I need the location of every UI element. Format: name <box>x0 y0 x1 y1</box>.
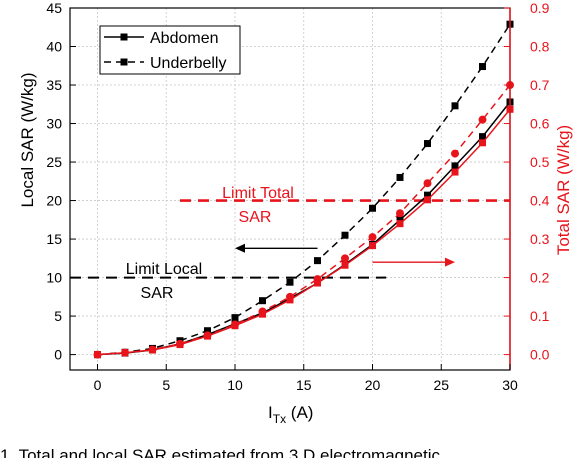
data-point <box>369 204 376 212</box>
data-point <box>479 133 486 141</box>
right-axis-arrow <box>372 257 455 267</box>
legend-label-underbelly: Underbelly <box>150 55 226 72</box>
y-left-tick-label: 5 <box>54 308 62 324</box>
data-point <box>203 331 212 340</box>
limit-total-sar-label-line1: Limit Total <box>222 185 294 202</box>
y-left-tick-label: 30 <box>46 116 62 132</box>
y-right-tick-label: 0.8 <box>530 39 550 55</box>
data-point <box>396 216 404 224</box>
data-point <box>451 149 459 158</box>
data-point <box>451 102 459 110</box>
y-right-tick-label: 0.1 <box>530 308 550 324</box>
data-point <box>341 261 349 269</box>
data-point <box>121 348 129 357</box>
arrow-head <box>235 243 245 253</box>
left-axis-ticks: 0 5 10 15 20 25 30 35 40 45 <box>46 0 76 363</box>
data-point <box>396 209 404 218</box>
y-left-tick-label: 40 <box>46 39 62 55</box>
right-axis-title: Total SAR (W/kg) <box>554 125 573 255</box>
y-left-tick-label: 25 <box>46 154 62 170</box>
data-point <box>423 179 432 188</box>
data-point <box>231 320 239 329</box>
y-left-tick-label: 10 <box>46 270 62 286</box>
data-point <box>314 257 321 265</box>
limit-local-sar-label-line2: SAR <box>141 285 174 302</box>
limit-total-sar-label-line2: SAR <box>239 209 272 226</box>
data-point <box>424 140 431 148</box>
data-point <box>258 307 267 316</box>
series-line <box>97 108 511 356</box>
data-point <box>93 350 102 359</box>
left-axis-title: Local SAR (W/kg) <box>18 72 37 207</box>
legend-marker-abdomen <box>120 33 128 41</box>
data-point <box>231 314 239 322</box>
data-point <box>451 162 459 170</box>
x-tick-label: 0 <box>94 377 102 393</box>
x-axis-title-sub: Tx <box>273 412 286 426</box>
y-right-tick-label: 0.0 <box>530 347 550 363</box>
direction-arrows <box>235 243 455 267</box>
x-tick-label: 10 <box>227 377 243 393</box>
x-axis-ticks: 0 5 10 15 20 25 30 <box>94 364 518 393</box>
data-point <box>341 231 349 239</box>
legend-label-abdomen: Abdomen <box>150 30 219 47</box>
y-right-tick-label: 0.4 <box>530 193 550 209</box>
data-point <box>396 173 404 181</box>
data-point <box>479 139 486 147</box>
data-point <box>259 297 266 305</box>
data-point <box>313 275 322 284</box>
y-left-tick-label: 15 <box>46 231 62 247</box>
x-tick-label: 25 <box>433 377 449 393</box>
legend-marker-underbelly <box>120 58 128 66</box>
x-axis-title-unit: (A) <box>286 403 313 422</box>
data-point <box>369 242 376 250</box>
series <box>93 20 514 359</box>
x-axis-title-main: I <box>268 403 273 422</box>
data-point <box>176 339 184 348</box>
limit-lines <box>70 199 510 279</box>
x-tick-label: 5 <box>162 377 170 393</box>
data-point <box>286 292 294 301</box>
y-right-tick-label: 0.3 <box>530 231 550 247</box>
data-point <box>286 278 294 286</box>
legend: Abdomen Underbelly <box>99 25 241 75</box>
data-point <box>148 345 157 354</box>
data-point <box>204 327 211 335</box>
data-point <box>424 196 431 204</box>
series-line <box>97 84 511 356</box>
y-left-tick-label: 35 <box>46 77 62 93</box>
x-tick-label: 20 <box>365 377 381 393</box>
right-axis-ticks: 0.0 0.1 0.2 0.3 0.4 0.5 0.6 0.7 0.8 0.9 <box>504 0 550 363</box>
y-right-tick-label: 0.6 <box>530 116 550 132</box>
y-left-tick-label: 0 <box>54 347 62 363</box>
y-right-tick-label: 0.5 <box>530 154 550 170</box>
figure-caption: 1. Total and local SAR estimated from 3 … <box>0 446 441 458</box>
y-left-tick-label: 20 <box>46 193 62 209</box>
data-point <box>451 168 459 176</box>
left-axis-arrow <box>235 243 318 253</box>
y-right-tick-label: 0.2 <box>530 270 550 286</box>
limit-local-sar-label-line1: Limit Local <box>126 261 202 278</box>
x-axis-title: ITx (A) <box>268 403 313 426</box>
data-point <box>341 254 349 263</box>
data-point <box>396 220 404 228</box>
series-3 <box>93 81 514 359</box>
x-tick-label: 30 <box>502 377 518 393</box>
arrow-head <box>445 257 455 267</box>
y-right-tick-label: 0.7 <box>530 77 550 93</box>
data-point <box>479 63 486 71</box>
data-point <box>478 115 487 124</box>
y-left-tick-label: 45 <box>46 0 62 16</box>
y-right-tick-label: 0.9 <box>530 0 550 16</box>
x-tick-label: 15 <box>296 377 312 393</box>
data-point <box>368 233 377 242</box>
data-point <box>424 191 431 199</box>
